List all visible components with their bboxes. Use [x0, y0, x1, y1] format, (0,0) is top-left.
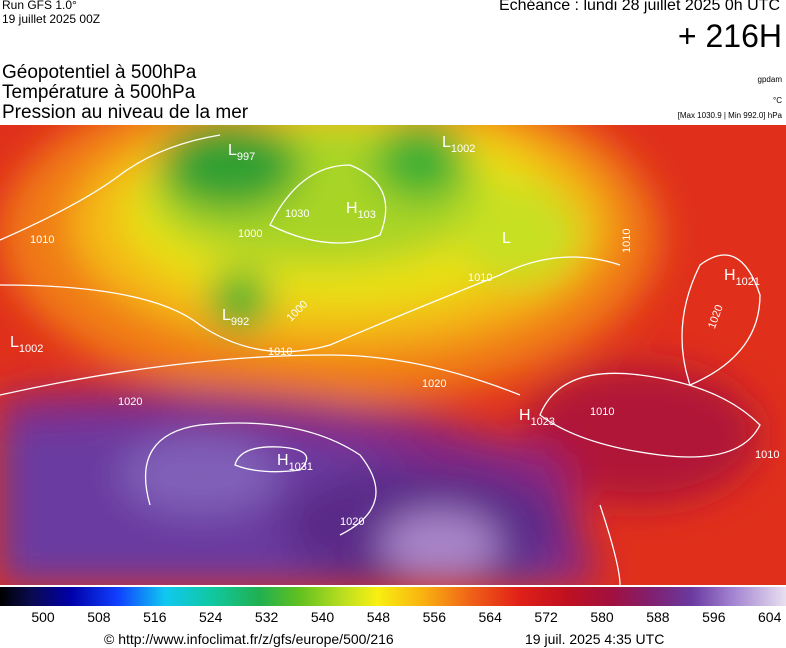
unit: gpdam [757, 75, 782, 84]
pressure-center: L992 [222, 307, 249, 328]
center-type: L [10, 334, 19, 351]
colorbar-tick: 588 [646, 609, 670, 625]
center-value: 1002 [451, 143, 475, 155]
center-value: 1023 [531, 416, 555, 428]
center-value: 997 [237, 151, 255, 163]
colorbar [0, 587, 786, 606]
isobar-label: 1010 [268, 346, 292, 358]
colorbar-tick: 516 [143, 609, 167, 625]
colorbar-tick: 548 [366, 609, 391, 625]
colorbar-tick: 500 [31, 609, 55, 625]
isobar-label: 1030 [285, 208, 309, 220]
generated: 19 juil. 2025 4:35 UTC [525, 631, 665, 647]
pressure-center: L1002 [442, 134, 475, 155]
center-type: L [502, 230, 511, 247]
center-type: H [519, 407, 531, 424]
colorbar-tick: 596 [702, 609, 726, 625]
center-value: 1031 [289, 461, 313, 473]
pressure-center: H1023 [519, 407, 555, 428]
unit: [Max 1030.9 | Min 992.0] hPa [677, 111, 782, 120]
center-value: 103 [358, 209, 376, 221]
unit: °C [773, 96, 782, 105]
colorbar-tick: 556 [422, 609, 446, 625]
map [0, 125, 786, 585]
pressure-center: L [502, 230, 511, 247]
center-type: H [346, 200, 358, 217]
pressure-center: L1002 [10, 334, 43, 355]
pressure-center: L997 [228, 142, 255, 163]
colorbar-tick: 524 [199, 609, 223, 625]
field: Pression au niveau de la mer [2, 102, 249, 123]
colorbar-tick: 532 [254, 609, 279, 625]
center-type: H [724, 267, 736, 284]
source: © http://www.infoclimat.fr/z/gfs/europe/… [104, 631, 394, 647]
pressure-center: H1031 [277, 452, 313, 473]
labels: 1010 1010 1010 1010 1010 1010 1020 1020 … [10, 134, 779, 528]
center-type: L [228, 142, 237, 159]
isobar-label: 1020 [340, 516, 364, 528]
isobar-label: 1000 [285, 298, 311, 324]
isobar-label: 1010 [621, 229, 633, 253]
colorbar-tick: 508 [87, 609, 111, 625]
colorbar-tick: 580 [590, 609, 614, 625]
isobar-label: 1020 [422, 378, 446, 390]
lead-time: + 216H [677, 18, 782, 54]
center-value: 992 [231, 316, 249, 328]
isobar-label: 1010 [468, 272, 492, 284]
isobar-label: 1010 [755, 449, 779, 461]
isobar-label: 1020 [118, 396, 142, 408]
colorbar-tick: 572 [534, 609, 558, 625]
colorbar-tick: 540 [310, 609, 335, 625]
field: Géopotentiel à 500hPa [2, 62, 197, 83]
isobar-label: 1000 [238, 228, 262, 240]
center-type: L [442, 134, 451, 151]
pressure-center: H1021 [724, 267, 760, 288]
valid-time: Echéance : lundi 28 juillet 2025 0h UTC [498, 0, 780, 14]
colorbar-tick: 604 [758, 609, 782, 625]
colorbar-tick: 564 [478, 609, 502, 625]
isobar-label: 1010 [590, 406, 614, 418]
center-value: 1021 [736, 276, 760, 288]
pressure-center: H103 [346, 200, 376, 221]
isobar-label: 1010 [30, 234, 54, 246]
isobar-label: 1020 [706, 303, 726, 330]
run: Run GFS 1.0° [2, 0, 77, 12]
center-type: H [277, 452, 289, 469]
center-value: 1002 [19, 343, 43, 355]
run-date: 19 juillet 2025 00Z [2, 12, 101, 26]
center-type: L [222, 307, 231, 324]
field: Température à 500hPa [2, 82, 196, 103]
